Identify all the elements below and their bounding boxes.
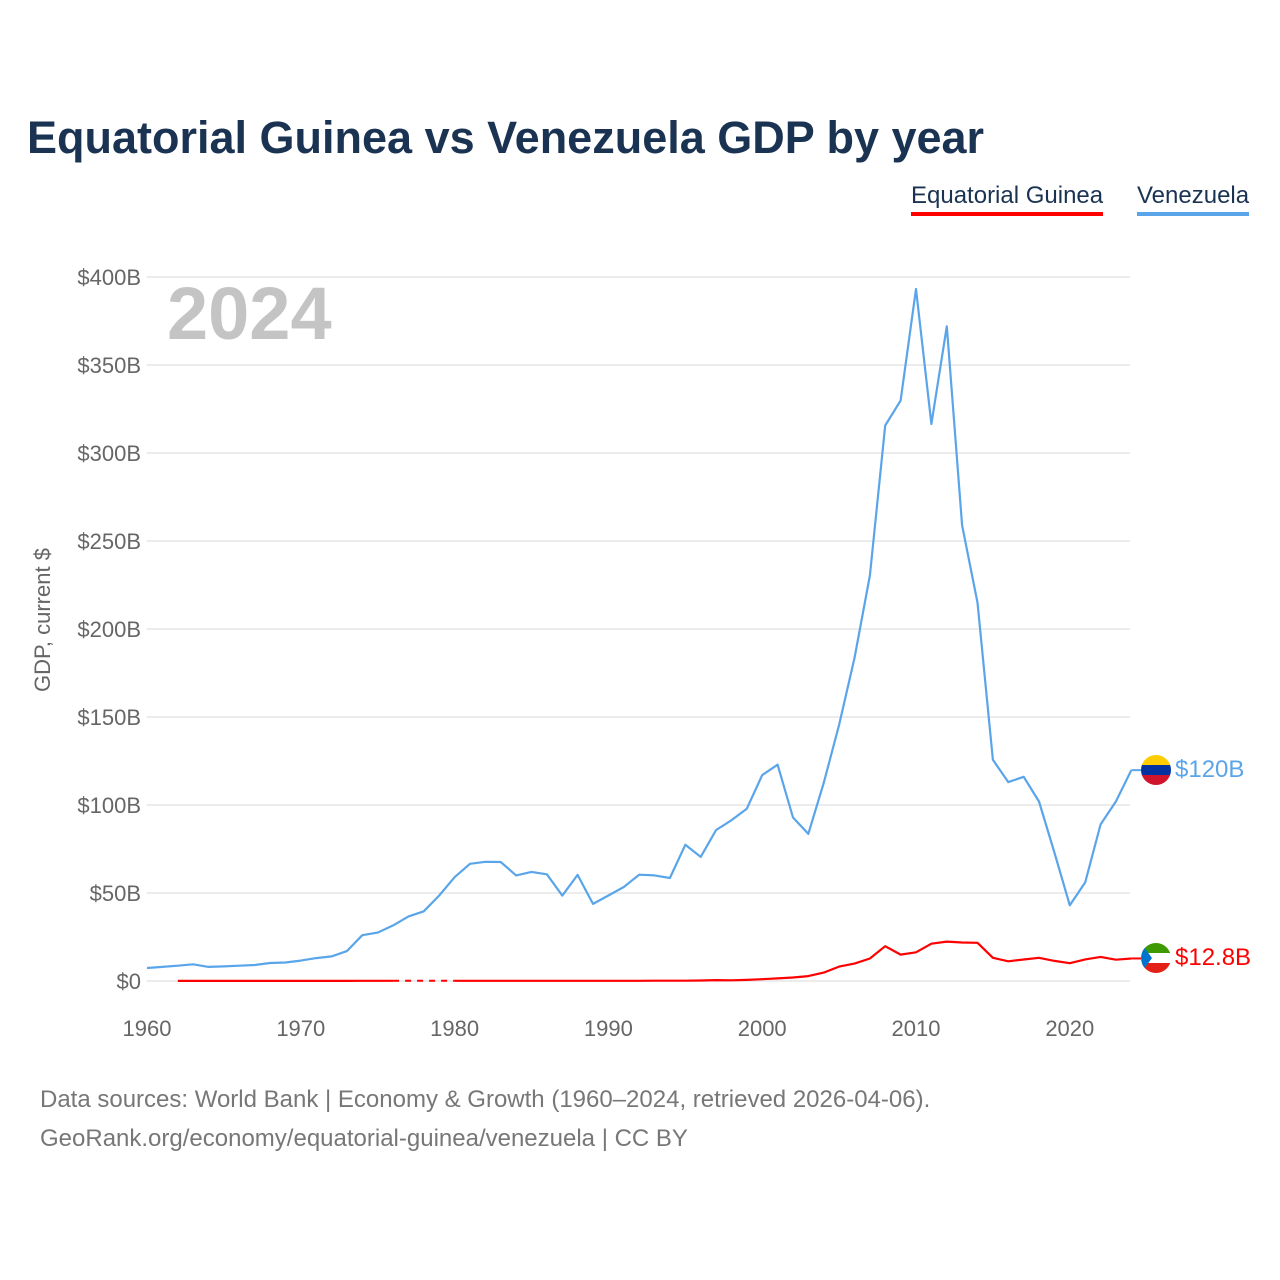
y-tick-label: $50B [90, 881, 141, 906]
equatorial-guinea-end-label: $12.8B [1175, 944, 1251, 971]
y-tick-label: $0 [117, 969, 141, 994]
source-url: GeoRank.org/economy/equatorial-guinea/ve… [40, 1125, 688, 1152]
x-tick-label: 1970 [276, 1016, 325, 1041]
x-tick-label: 2020 [1045, 1016, 1094, 1041]
legend-venezuela[interactable]: Venezuela [1137, 182, 1250, 216]
y-tick-label: $150B [77, 705, 141, 730]
y-tick-label: $250B [77, 529, 141, 554]
series-line-venezuela [146, 287, 1133, 970]
year-watermark: 2024 [167, 272, 332, 355]
y-tick-label: $400B [77, 265, 141, 290]
chart-title: Equatorial Guinea vs Venezuela GDP by ye… [27, 112, 985, 163]
venezuela-flag-icon [1141, 755, 1171, 785]
x-tick-label: 1990 [584, 1016, 633, 1041]
y-tick-label: $300B [77, 441, 141, 466]
y-tick-label: $350B [77, 353, 141, 378]
source-line: Data sources: World Bank | Economy & Gro… [40, 1086, 931, 1113]
y-tick-label: $200B [77, 617, 141, 642]
y-tick-label: $100B [77, 793, 141, 818]
equatorial-guinea-flag-icon [1141, 943, 1171, 973]
x-tick-label: 1980 [430, 1016, 479, 1041]
y-axis-label: GDP, current $ [30, 548, 55, 692]
series-line-equatorial-guinea [177, 940, 1132, 982]
legend-equatorial-guinea[interactable]: Equatorial Guinea [911, 182, 1104, 216]
x-tick-label: 2010 [892, 1016, 941, 1041]
venezuela-end-label: $120B [1175, 756, 1244, 783]
x-tick-label: 1960 [123, 1016, 172, 1041]
x-tick-label: 2000 [738, 1016, 787, 1041]
